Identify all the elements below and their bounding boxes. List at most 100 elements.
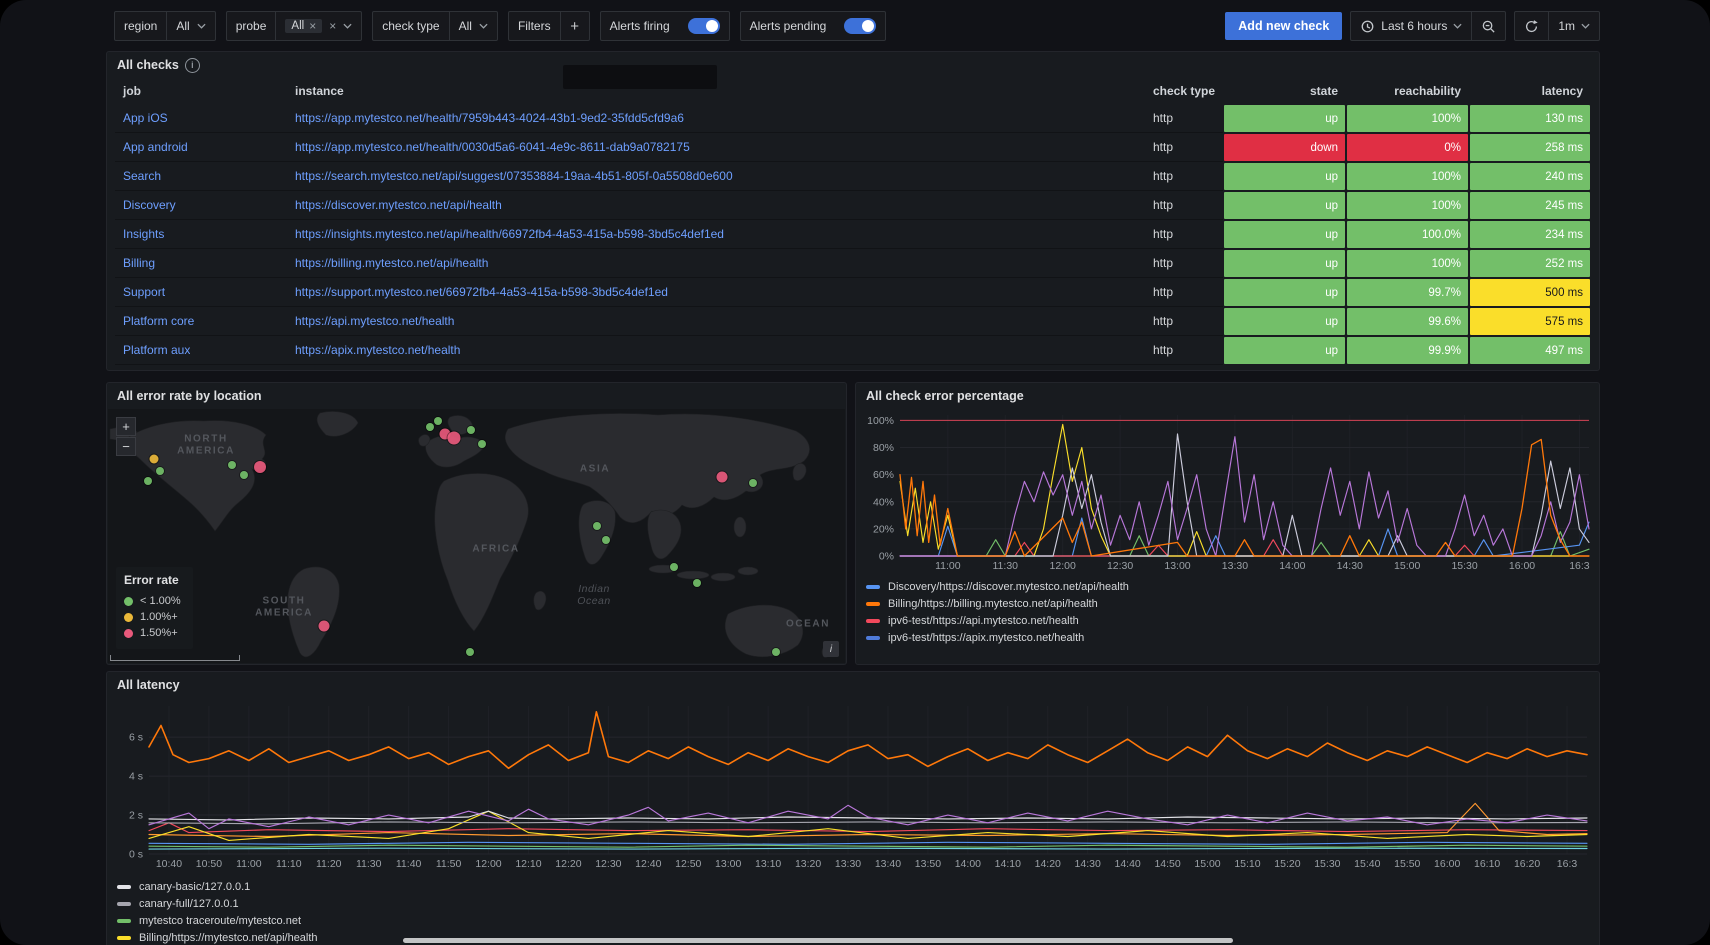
map-marker[interactable]: [716, 471, 728, 483]
alerts-pending-toggle[interactable]: [844, 18, 877, 34]
world-map[interactable]: NORTH AMERICA ASIA AFRICA SOUTH AMERICA Indian…: [108, 409, 845, 663]
series-purple: [899, 436, 1590, 557]
instance-link[interactable]: https://billing.mytestco.net/api/health: [295, 256, 489, 270]
instance-link[interactable]: https://insights.mytestco.net/api/health…: [295, 227, 724, 241]
latency-cell: 497 ms: [1470, 337, 1590, 364]
map-marker[interactable]: [749, 479, 757, 487]
latency-chart-host[interactable]: 10:40 10:50 11:00 11:10 11:20 11:30 11:40 11:50…: [115, 698, 1593, 881]
dashboard-toolbar: region All probe All × × check t: [114, 11, 1600, 41]
instance-link[interactable]: https://api.mytestco.net/health: [295, 314, 455, 328]
svg-text:14:50: 14:50: [1154, 858, 1180, 870]
map-marker[interactable]: [156, 467, 164, 475]
map-marker[interactable]: [602, 536, 610, 544]
map-marker[interactable]: [593, 522, 601, 530]
map-marker[interactable]: [772, 648, 780, 656]
column-header-latency[interactable]: latency: [1541, 84, 1583, 98]
map-region-label: OCEAN: [785, 618, 831, 630]
legend-item[interactable]: mytestco traceroute/mytestco.net: [117, 914, 318, 927]
legend-item[interactable]: Billing/https://mytestco.net/api/health: [117, 931, 318, 944]
instance-link[interactable]: https://apix.mytestco.net/health: [295, 343, 461, 357]
legend-item[interactable]: ipv6-test/https://apix.mytestco.net/heal…: [866, 631, 1129, 644]
map-marker[interactable]: [693, 579, 701, 587]
map-marker[interactable]: [670, 563, 678, 571]
svg-text:13:00: 13:00: [1164, 560, 1190, 572]
instance-link[interactable]: https://search.mytestco.net/api/suggest/…: [295, 169, 733, 183]
map-marker[interactable]: [228, 461, 236, 469]
map-marker[interactable]: [447, 431, 461, 445]
check-type-filter: check type All: [372, 11, 498, 41]
region-select[interactable]: All: [167, 12, 214, 40]
table-header-row: job instance check type state reachabili…: [115, 78, 1591, 104]
attribution-button[interactable]: i: [823, 641, 839, 657]
add-filter-button[interactable]: +: [561, 12, 589, 40]
probe-chip[interactable]: All ×: [285, 19, 323, 33]
map-zoom-in-button[interactable]: +: [116, 417, 136, 436]
map-marker[interactable]: [318, 620, 330, 632]
column-header-state[interactable]: state: [1309, 84, 1338, 98]
svg-text:15:50: 15:50: [1394, 858, 1420, 870]
alerts-pending-control: Alerts pending: [739, 11, 887, 41]
map-marker[interactable]: [478, 440, 486, 448]
map-zoom-out-button[interactable]: −: [116, 437, 136, 456]
job-link[interactable]: App android: [123, 140, 188, 154]
info-icon[interactable]: i: [184, 57, 200, 73]
legend-item[interactable]: canary-basic/127.0.0.1: [117, 880, 318, 893]
bottom-scrollbar[interactable]: [403, 938, 1233, 943]
svg-text:16:3: 16:3: [1569, 560, 1590, 572]
svg-text:13:00: 13:00: [715, 858, 741, 870]
column-header-check-type[interactable]: check type: [1153, 84, 1216, 98]
remove-chip-icon[interactable]: ×: [309, 19, 317, 33]
map-region-label: Ocean: [577, 595, 611, 607]
job-link[interactable]: Platform core: [123, 314, 195, 328]
state-cell: up: [1224, 221, 1345, 248]
clear-selection-icon[interactable]: ×: [329, 19, 337, 33]
map-marker[interactable]: [467, 426, 475, 434]
map-marker[interactable]: [240, 471, 248, 479]
legend-item[interactable]: Billing/https://billing.mytestco.net/api…: [866, 597, 1129, 610]
legend-label: ipv6-test/https://apix.mytestco.net/heal…: [888, 631, 1085, 644]
job-link[interactable]: Support: [123, 285, 166, 299]
check-type-select[interactable]: All: [450, 12, 497, 40]
svg-text:12:20: 12:20: [555, 858, 581, 870]
map-marker[interactable]: [439, 428, 451, 440]
svg-text:11:40: 11:40: [396, 858, 422, 870]
legend-color-mark: [117, 935, 131, 940]
alerts-firing-toggle[interactable]: [687, 18, 720, 34]
map-marker[interactable]: [144, 477, 152, 485]
svg-text:15:20: 15:20: [1274, 858, 1300, 870]
refresh-button[interactable]: [1515, 12, 1548, 40]
map-marker[interactable]: [254, 461, 266, 473]
map-marker[interactable]: [466, 648, 474, 656]
refresh-interval-select[interactable]: 1m: [1548, 12, 1599, 40]
probe-select[interactable]: All × ×: [276, 12, 361, 40]
instance-link[interactable]: https://discover.mytestco.net/api/health: [295, 198, 502, 212]
job-link[interactable]: Insights: [123, 227, 165, 241]
legend-item[interactable]: ipv6-test/https://api.mytestco.net/healt…: [866, 614, 1129, 627]
job-link[interactable]: Discovery: [123, 198, 176, 212]
error-chart-host[interactable]: 11:00 11:30 12:00 12:30 13:00 13:30 14:00 14:30…: [864, 409, 1593, 579]
svg-text:15:30: 15:30: [1451, 560, 1477, 572]
job-link[interactable]: Platform aux: [123, 343, 191, 357]
toolbar-actions: Add new check Last 6 hours 1m: [1225, 11, 1600, 41]
instance-link[interactable]: https://support.mytestco.net/66972fb4-4a…: [295, 285, 668, 299]
add-new-check-button[interactable]: Add new check: [1225, 12, 1343, 40]
job-link[interactable]: App iOS: [123, 111, 168, 125]
zoom-out-button[interactable]: [1471, 12, 1505, 40]
time-range-picker[interactable]: Last 6 hours: [1351, 12, 1471, 40]
job-link[interactable]: Search: [123, 169, 162, 183]
alerts-pending-label: Alerts pending: [749, 19, 827, 33]
latency-chart[interactable]: 10:40 10:50 11:00 11:10 11:20 11:30 11:40 11:50…: [115, 698, 1593, 876]
legend-item[interactable]: canary-full/127.0.0.1: [117, 897, 318, 910]
instance-link[interactable]: https://app.mytestco.net/health/7959b443…: [295, 111, 684, 125]
job-link[interactable]: Billing: [123, 256, 156, 270]
error-percentage-chart[interactable]: 11:00 11:30 12:00 12:30 13:00 13:30 14:00 14:30…: [864, 409, 1593, 574]
column-header-reachability[interactable]: reachability: [1394, 84, 1461, 98]
legend-item[interactable]: Discovery/https://discover.mytestco.net/…: [866, 580, 1129, 593]
map-marker[interactable]: [434, 417, 442, 425]
map-marker[interactable]: [149, 454, 159, 464]
column-header-instance[interactable]: instance: [295, 84, 344, 98]
map-marker[interactable]: [426, 423, 434, 431]
column-header-job[interactable]: job: [123, 84, 141, 98]
instance-link[interactable]: https://app.mytestco.net/health/0030d5a6…: [295, 140, 690, 154]
state-cell: up: [1224, 192, 1345, 219]
